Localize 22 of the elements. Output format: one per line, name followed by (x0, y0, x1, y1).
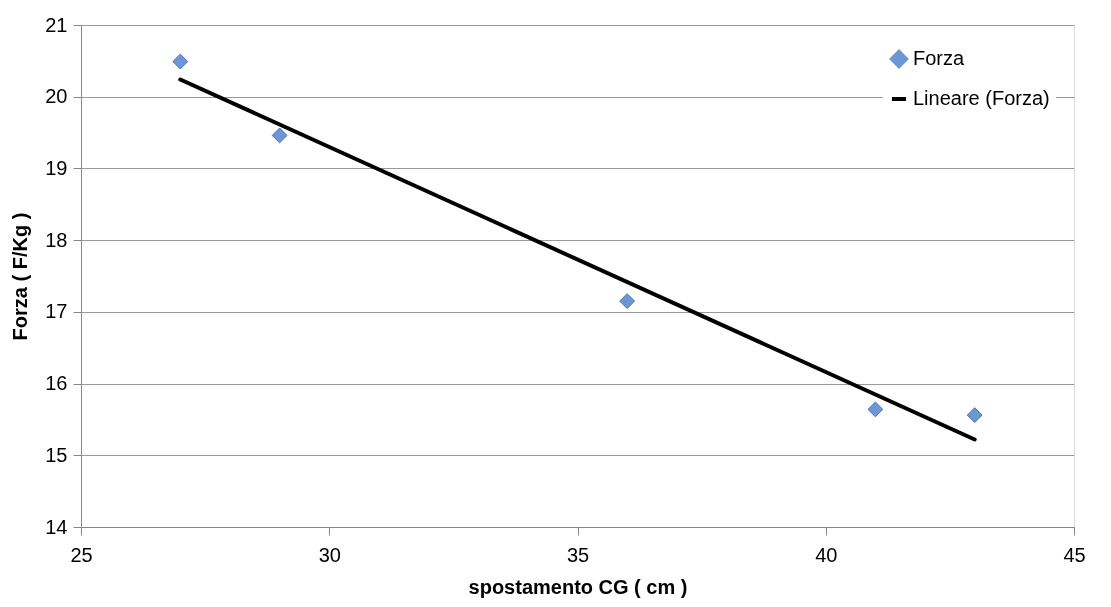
x-tick-label: 25 (70, 543, 93, 566)
y-tick-label: 18 (45, 228, 68, 251)
point (271, 127, 288, 144)
point (966, 407, 983, 424)
point (619, 293, 636, 310)
y-tick-label: 20 (45, 85, 68, 108)
point (867, 401, 884, 418)
point (172, 53, 189, 70)
x-tick-label: 30 (318, 543, 341, 566)
y-tick-label: 17 (45, 300, 68, 323)
y-tick-label: 19 (45, 156, 68, 179)
y-tick-label: 14 (45, 515, 68, 538)
x-tick-label: 35 (566, 543, 590, 566)
legend-label: Forza (913, 47, 965, 69)
x-axis-title: spostamento CG ( cm ) (468, 575, 688, 598)
y-tick-label: 16 (45, 372, 68, 395)
legend-label: Lineare (Forza) (913, 87, 1050, 109)
y-tick-label: 21 (45, 13, 68, 36)
y-axis-title: Forza ( F/Kg ) (9, 212, 32, 341)
x-tick-label: 45 (1063, 543, 1086, 566)
x-tick-label: 40 (815, 543, 838, 566)
y-tick-label: 15 (45, 443, 68, 466)
